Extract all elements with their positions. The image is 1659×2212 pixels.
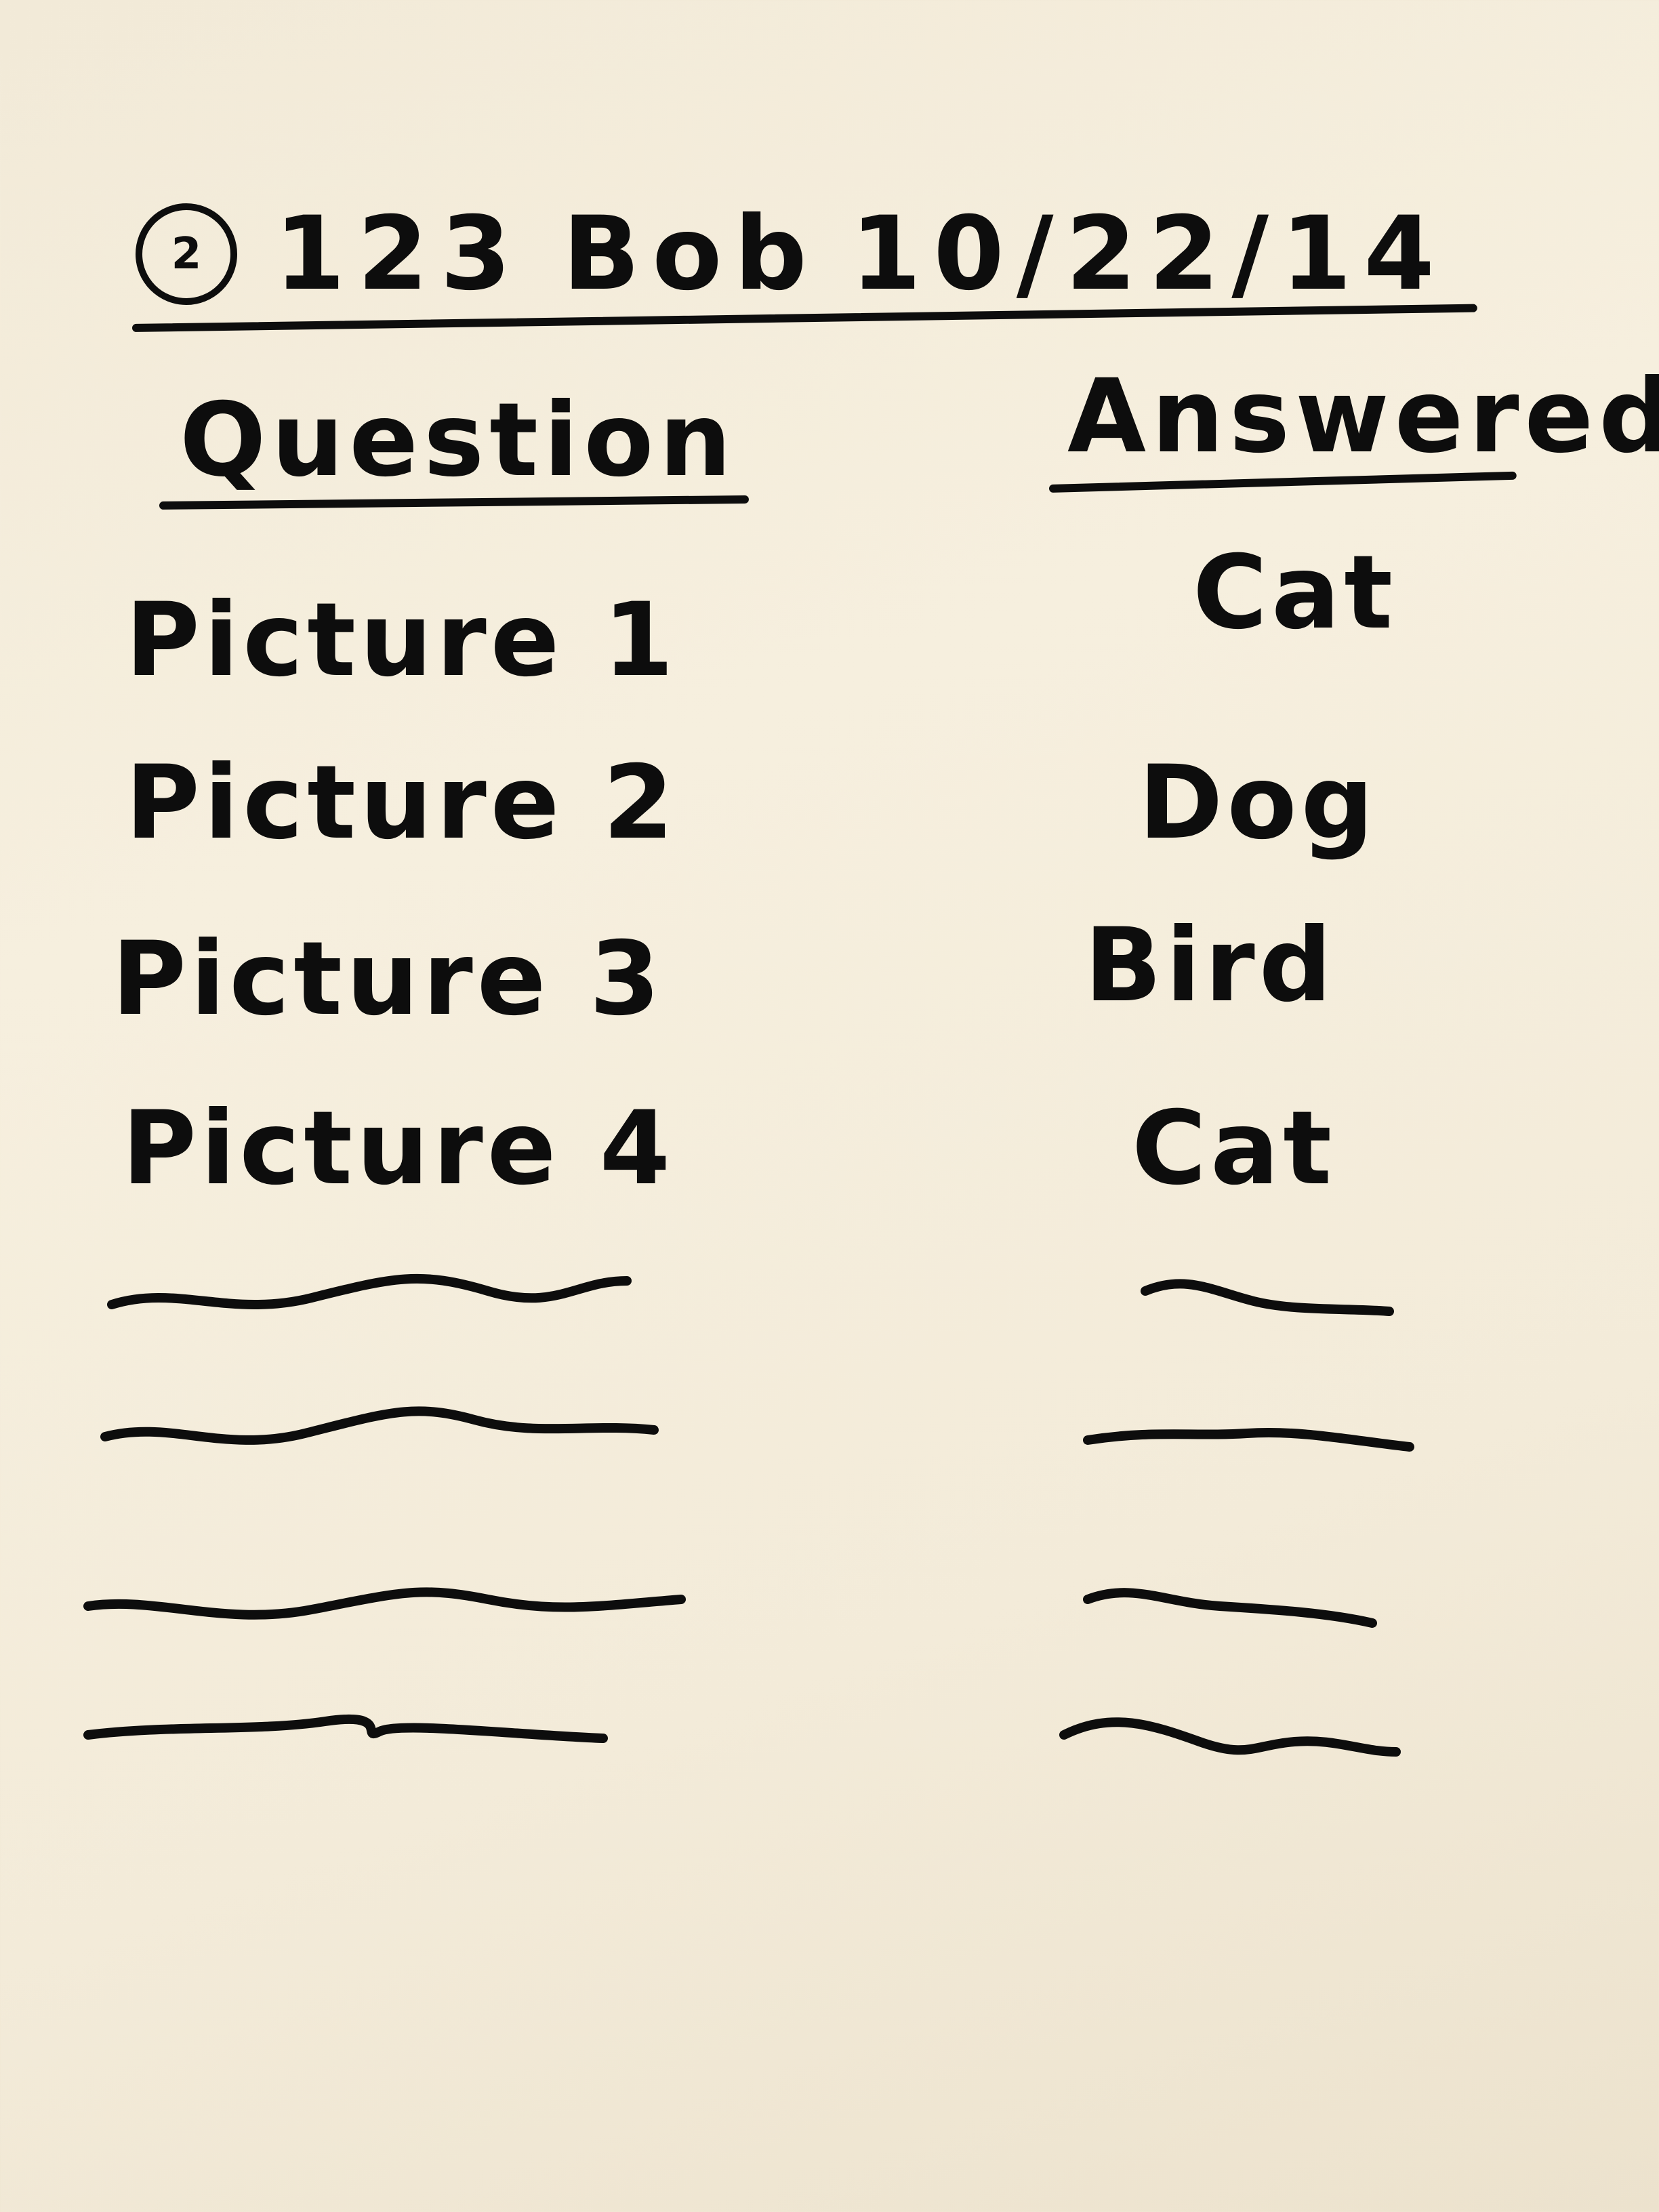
header-id-number: 123: [274, 195, 524, 313]
answer-picture-2: Dog: [1139, 744, 1378, 862]
placeholder-answer-line: [1083, 1428, 1414, 1452]
answer-picture-1: Cat: [1193, 534, 1397, 652]
question-picture-4: Picture 4: [122, 1090, 675, 1208]
circled-number-text: 2: [171, 229, 202, 279]
question-column-heading: Question: [180, 382, 737, 499]
placeholder-question-line: [83, 1714, 608, 1743]
placeholder-answer-line: [1141, 1279, 1394, 1316]
question-picture-3: Picture 3: [112, 920, 665, 1038]
answered-column-heading: Answered: [1067, 358, 1659, 476]
circled-number-mark: 2: [136, 203, 237, 305]
placeholder-question-line: [107, 1273, 632, 1309]
placeholder-answer-line: [1083, 1588, 1377, 1628]
answer-picture-4: Cat: [1132, 1090, 1336, 1208]
header-date: 10/22/14: [851, 195, 1447, 313]
placeholder-answer-line: [1059, 1717, 1401, 1757]
header-name: Bob: [562, 195, 819, 313]
placeholder-question-line: [100, 1406, 659, 1445]
placeholder-question-line: [83, 1587, 686, 1620]
question-picture-2: Picture 2: [125, 744, 678, 862]
answer-picture-3: Bird: [1084, 907, 1336, 1025]
question-picture-1: Picture 1: [125, 581, 678, 699]
